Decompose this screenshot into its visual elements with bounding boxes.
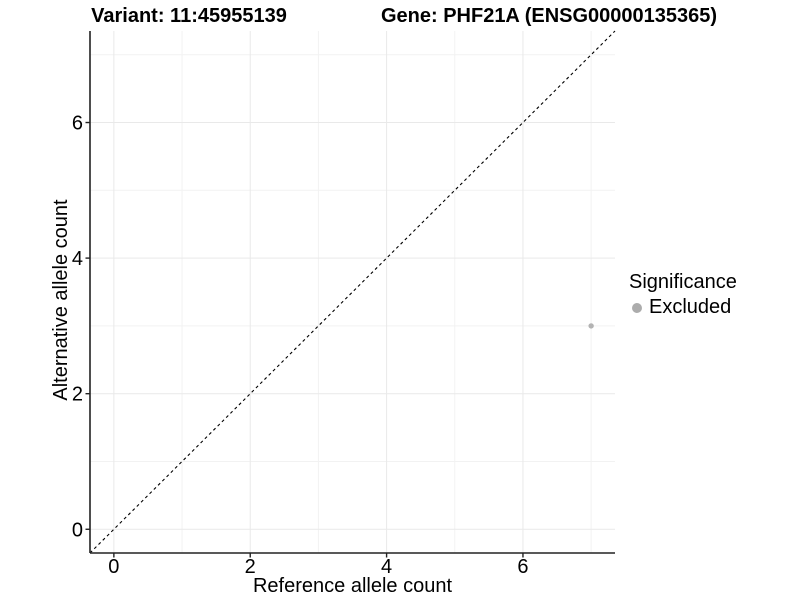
y-tick-label: 2 — [72, 384, 83, 406]
y-axis-title: Alternative allele count — [50, 199, 72, 401]
y-tick-label: 4 — [72, 248, 83, 270]
x-tick-label: 4 — [381, 556, 392, 578]
x-tick-label: 0 — [108, 556, 119, 578]
y-tick-label: 0 — [72, 519, 83, 541]
x-axis-title: Reference allele count — [252, 575, 452, 597]
legend: Significance Excluded — [629, 271, 737, 319]
data-point — [588, 323, 594, 329]
legend-item: Excluded — [629, 296, 737, 319]
x-tick-label: 2 — [245, 556, 256, 578]
legend-title: Significance — [629, 271, 737, 293]
identity-reference-line — [89, 30, 616, 554]
legend-item-label: Excluded — [649, 296, 732, 318]
plot-title-gene: Gene: PHF21A (ENSG00000135365) — [380, 5, 718, 27]
legend-items: Excluded — [629, 296, 737, 319]
y-tick-label: 6 — [72, 113, 83, 135]
x-tick-label: 6 — [517, 556, 528, 578]
plot-title-variant: Variant: 11:45955139 — [91, 5, 287, 27]
legend-key-dot-icon — [632, 302, 642, 313]
